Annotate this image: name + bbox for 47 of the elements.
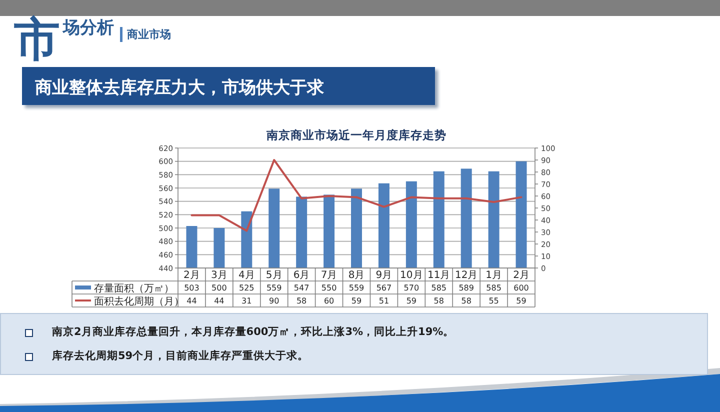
legend-label: 面积去化周期（月） xyxy=(94,296,184,308)
x-tick-label: 9月 xyxy=(376,270,392,281)
data-label: 59 xyxy=(406,296,417,306)
data-label: 31 xyxy=(242,296,252,306)
data-label: 525 xyxy=(239,284,254,292)
x-tick-label: 10月 xyxy=(400,270,423,281)
data-label: 559 xyxy=(348,284,364,292)
chart-title: 南京商业市场近一年月度库存走势 xyxy=(266,128,446,142)
data-label: 44 xyxy=(186,296,197,306)
x-tick-label: 6月 xyxy=(293,270,310,281)
data-label: 60 xyxy=(324,296,334,306)
data-label: 550 xyxy=(321,284,337,292)
data-label: 44 xyxy=(214,296,224,306)
line-series xyxy=(190,159,522,232)
data-label: 589 xyxy=(458,284,474,292)
text: 商业市场 xyxy=(127,27,171,42)
data-label: 51 xyxy=(378,296,390,306)
data-label: 585 xyxy=(486,284,502,292)
x-tick-label: 2月 xyxy=(184,270,200,281)
x-tick-label: 7月 xyxy=(320,270,338,281)
data-label: 58 xyxy=(461,296,472,306)
x-tick-label: 1月 xyxy=(486,270,502,281)
data-label: 55 xyxy=(488,296,499,306)
data-label: 58 xyxy=(434,296,444,306)
x-tick-label: 11月 xyxy=(428,270,450,281)
data-label: 600 xyxy=(514,284,529,292)
text: 库存去化周期59个月，目前商业库存严重供大于求。 xyxy=(52,349,309,363)
data-label: 58 xyxy=(296,296,307,306)
x-tick-label: 12月 xyxy=(454,270,478,281)
data-label: 567 xyxy=(376,284,392,292)
data-label: 585 xyxy=(431,284,447,292)
data-label: 59 xyxy=(516,296,526,306)
data-label: 500 xyxy=(212,284,227,292)
x-tick-label: 3月 xyxy=(211,270,228,281)
data-label: 90 xyxy=(269,296,280,306)
data-label: 570 xyxy=(404,284,420,292)
text: 商业整体去库存压力大，市场供大于求 xyxy=(35,77,324,99)
data-label: 559 xyxy=(266,284,282,292)
x-tick-label: 2月 xyxy=(513,270,530,281)
x-tick-label: 8月 xyxy=(348,270,365,281)
data-label: 547 xyxy=(294,284,310,292)
x-tick-label: 5月 xyxy=(266,270,282,281)
x-tick-label: 4月 xyxy=(238,270,255,281)
data-label: 59 xyxy=(351,296,362,306)
text: 南京2月商业库存总量回升，本月库存量600万㎡，环比上涨3%，同比上升19%。 xyxy=(52,325,454,339)
data-label: 503 xyxy=(184,284,200,292)
legend-label: 存量面积（万㎡） xyxy=(94,282,174,294)
